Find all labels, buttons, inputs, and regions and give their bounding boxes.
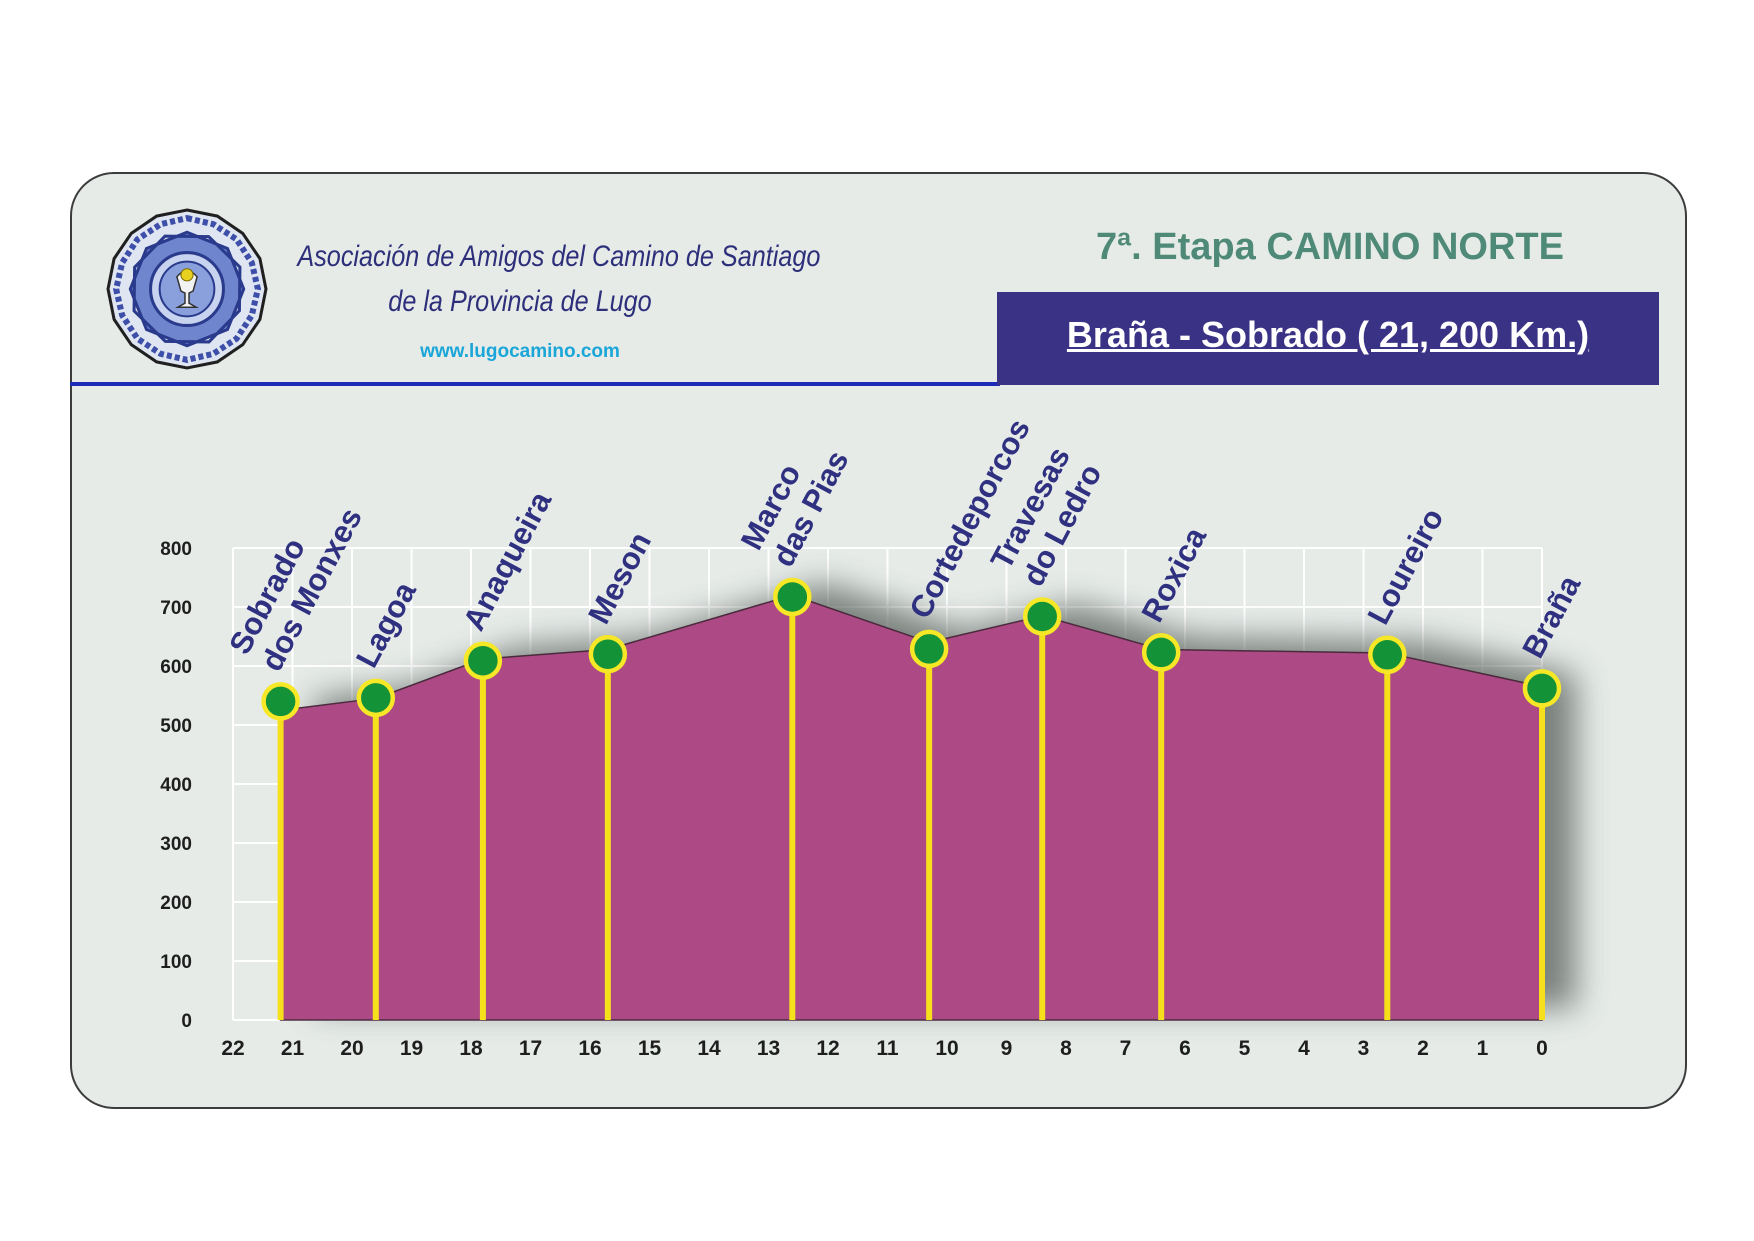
waypoint-label-line: Meson bbox=[581, 526, 658, 629]
waypoint-marker bbox=[773, 577, 812, 617]
x-tick-label: 13 bbox=[757, 1037, 780, 1060]
x-tick-label: 0 bbox=[1536, 1037, 1548, 1060]
x-tick-label: 17 bbox=[519, 1037, 542, 1060]
waypoint-marker bbox=[1022, 597, 1062, 636]
x-tick-label: 21 bbox=[281, 1037, 305, 1060]
waypoint-poles bbox=[277, 596, 1545, 1020]
x-tick-label: 18 bbox=[459, 1037, 483, 1060]
waypoint-marker bbox=[463, 641, 503, 680]
y-tick-label: 200 bbox=[160, 893, 192, 914]
x-tick-label: 9 bbox=[1001, 1037, 1013, 1060]
x-tick-label: 19 bbox=[400, 1037, 423, 1060]
x-tick-label: 20 bbox=[340, 1037, 363, 1060]
x-tick-label: 16 bbox=[578, 1037, 601, 1060]
y-tick-label: 800 bbox=[160, 539, 192, 560]
x-axis-ticks: 22 21 20 19 18 17 16 15 14 13 12 11 10 9 8 7 6 5 4 3 2 1 0 bbox=[221, 1037, 1548, 1060]
x-tick-label: 15 bbox=[638, 1037, 662, 1060]
y-tick-label: 500 bbox=[160, 716, 192, 737]
waypoint-marker bbox=[1141, 633, 1181, 672]
waypoint-label: Meson bbox=[581, 526, 658, 629]
y-tick-label: 600 bbox=[160, 657, 192, 678]
x-tick-label: 11 bbox=[876, 1037, 899, 1060]
organization-name-line-1: Asociación de Amigos del Camino de Santi… bbox=[297, 240, 821, 273]
y-tick-label: 100 bbox=[160, 952, 192, 973]
waypoint-label: Braña bbox=[1515, 569, 1588, 664]
x-tick-label: 10 bbox=[935, 1037, 958, 1060]
organization-name-line-2: de la Provincia de Lugo bbox=[388, 285, 652, 318]
waypoint-marker bbox=[909, 629, 949, 669]
waypoint-marker bbox=[588, 634, 628, 674]
x-tick-label: 14 bbox=[697, 1037, 721, 1060]
waypoint-label-line: Roxica bbox=[1134, 521, 1213, 628]
association-seal-logo bbox=[106, 208, 268, 370]
waypoint-marker bbox=[1368, 635, 1407, 675]
x-tick-label: 3 bbox=[1358, 1037, 1370, 1060]
waypoint-label-line: Braña bbox=[1515, 569, 1588, 664]
x-tick-label: 22 bbox=[221, 1037, 244, 1060]
x-tick-label: 6 bbox=[1179, 1037, 1191, 1060]
waypoint-label: Loureiro bbox=[1361, 503, 1451, 630]
route-title: Braña - Sobrado ( 21, 200 Km.) bbox=[1066, 314, 1590, 355]
waypoint-label-line: Loureiro bbox=[1361, 503, 1451, 630]
waypoint-marker bbox=[356, 678, 396, 718]
website-link[interactable]: www.lugocamino.com bbox=[420, 341, 620, 362]
waypoint-marker bbox=[1522, 669, 1562, 708]
x-tick-label: 7 bbox=[1120, 1037, 1132, 1060]
y-tick-label: 700 bbox=[160, 598, 192, 619]
y-tick-label: 300 bbox=[160, 834, 192, 855]
waypoint-label: Roxica bbox=[1134, 521, 1213, 628]
x-tick-label: 12 bbox=[816, 1037, 839, 1060]
y-axis-ticks: 0 100 200 300 400 500 600 700 800 bbox=[160, 539, 192, 1032]
header-divider bbox=[70, 382, 1000, 386]
waypoint-marker bbox=[261, 682, 300, 721]
x-tick-label: 2 bbox=[1417, 1037, 1429, 1060]
stage-title: 7ª. Etapa CAMINO NORTE bbox=[1095, 226, 1564, 268]
x-tick-label: 5 bbox=[1239, 1037, 1251, 1060]
y-tick-label: 0 bbox=[181, 1011, 192, 1032]
x-tick-label: 8 bbox=[1060, 1037, 1072, 1060]
route-banner: Braña - Sobrado ( 21, 200 Km.) bbox=[997, 292, 1659, 385]
x-tick-label: 1 bbox=[1477, 1037, 1489, 1060]
y-tick-label: 400 bbox=[160, 775, 192, 796]
x-tick-label: 4 bbox=[1298, 1037, 1310, 1060]
waypoint-markers bbox=[261, 577, 1562, 721]
